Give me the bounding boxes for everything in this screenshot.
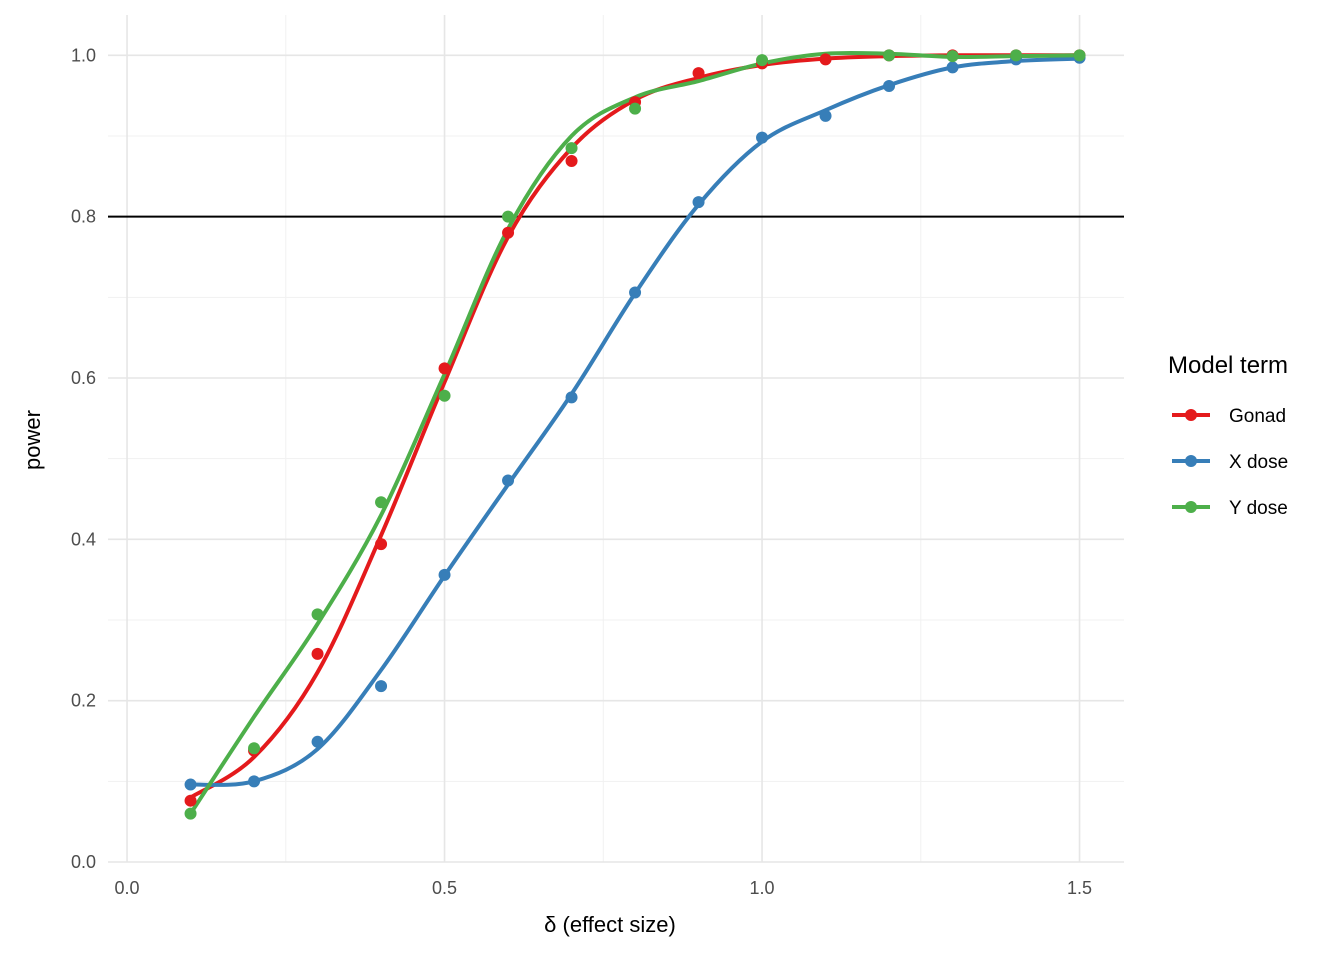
point-gonad	[692, 67, 705, 80]
point-x-dose	[184, 778, 197, 791]
legend-items: Gonad X dose Y dose	[1172, 406, 1288, 519]
legend: Model term Gonad X dose Y dose	[1168, 352, 1288, 519]
point-y-dose	[248, 742, 261, 755]
major-grid	[108, 15, 1124, 863]
point-y-dose	[502, 210, 515, 223]
legend-label: Y dose	[1229, 498, 1288, 519]
point-gonad	[502, 226, 515, 239]
point-gonad	[819, 53, 832, 66]
legend-label: X dose	[1229, 452, 1288, 473]
minor-grid	[108, 15, 1124, 862]
curve-x-dose	[188, 56, 1082, 787]
point-x-dose	[311, 735, 324, 748]
legend-title: Model term	[1168, 352, 1288, 379]
curve-y-dose	[188, 50, 1082, 816]
y-tick-label: 0.4	[71, 529, 96, 549]
point-y-dose	[629, 102, 642, 115]
point-x-dose	[946, 61, 959, 74]
point-x-dose	[883, 79, 896, 92]
point-x-dose	[502, 474, 515, 487]
point-gonad	[438, 362, 451, 375]
point-y-dose	[756, 54, 769, 67]
point-y-dose	[438, 389, 451, 402]
y-tick-label: 0.0	[71, 852, 96, 872]
legend-item-x-dose: X dose	[1172, 452, 1288, 473]
point-y-dose	[184, 807, 197, 820]
point-y-dose	[311, 608, 324, 621]
point-gonad	[375, 538, 388, 551]
point-x-dose	[438, 568, 451, 581]
legend-key-point	[1185, 501, 1197, 513]
point-x-dose	[375, 680, 388, 693]
legend-key-point	[1185, 455, 1197, 467]
point-x-dose	[756, 131, 769, 144]
point-gonad	[311, 647, 324, 660]
point-x-dose	[819, 109, 832, 122]
point-gonad	[565, 155, 578, 168]
y-tick-label: 0.2	[71, 691, 96, 711]
point-y-dose	[946, 50, 959, 63]
x-tick-label: 0.0	[115, 878, 140, 898]
point-x-dose	[692, 196, 705, 209]
point-x-dose	[629, 286, 642, 299]
legend-item-gonad: Gonad	[1172, 406, 1286, 427]
legend-label: Gonad	[1229, 406, 1286, 427]
point-y-dose	[375, 496, 388, 509]
x-tick-label: 1.5	[1067, 878, 1092, 898]
x-axis-title: δ (effect size)	[544, 912, 676, 937]
data-points	[184, 49, 1086, 820]
y-tick-label: 1.0	[71, 45, 96, 65]
x-axis-ticks: 0.0 0.5 1.0 1.5	[115, 878, 1093, 898]
smooth-curves	[188, 50, 1082, 816]
point-y-dose	[1073, 49, 1086, 62]
point-x-dose	[248, 775, 261, 788]
legend-key-point	[1185, 409, 1197, 421]
point-y-dose	[1010, 49, 1023, 62]
point-y-dose	[883, 49, 896, 62]
y-tick-label: 0.8	[71, 207, 96, 227]
y-axis-title: power	[20, 410, 45, 470]
legend-item-y-dose: Y dose	[1172, 498, 1288, 519]
y-tick-label: 0.6	[71, 368, 96, 388]
curve-gonad	[188, 53, 1082, 800]
point-y-dose	[565, 142, 578, 155]
x-tick-label: 1.0	[750, 878, 775, 898]
point-gonad	[184, 794, 197, 807]
x-tick-label: 0.5	[432, 878, 457, 898]
y-axis-ticks: 0.0 0.2 0.4 0.6 0.8 1.0	[71, 45, 96, 872]
point-x-dose	[565, 391, 578, 404]
